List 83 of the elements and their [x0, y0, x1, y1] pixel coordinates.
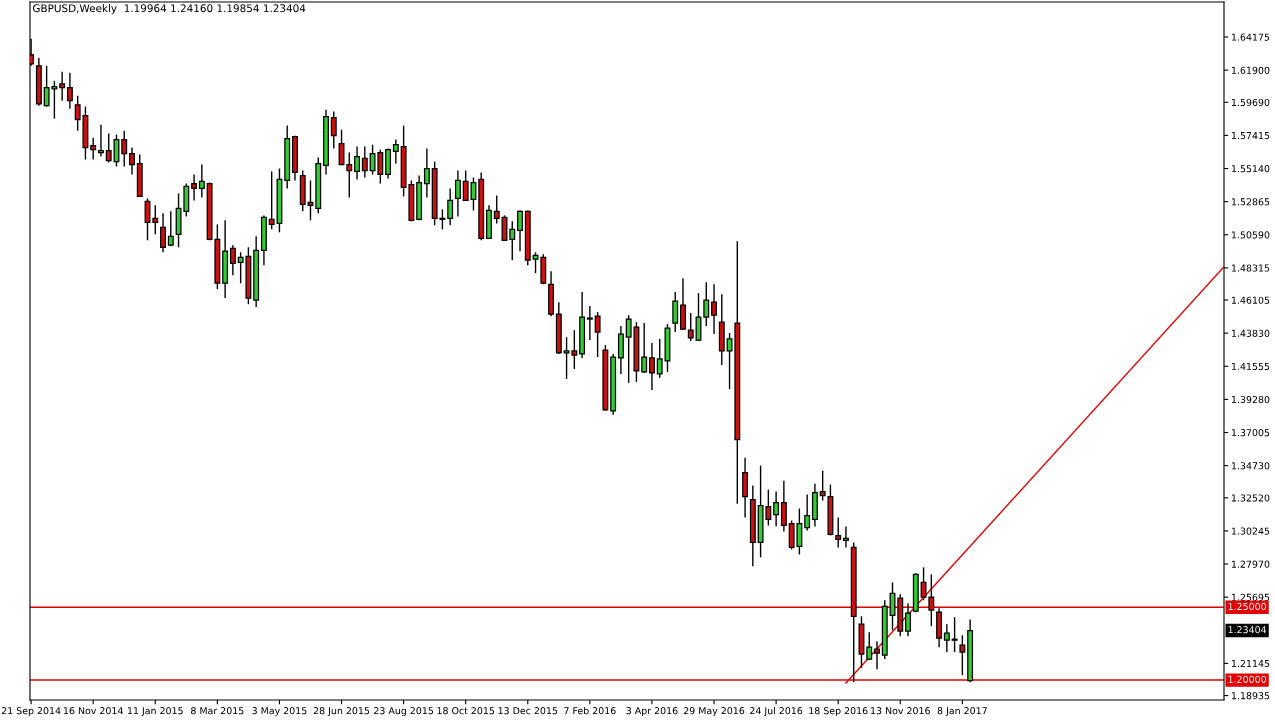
y-tick-label: 1.34730	[1231, 462, 1270, 470]
candlestick	[509, 220, 516, 261]
candlestick	[594, 311, 601, 358]
candlestick	[152, 204, 159, 236]
candlestick	[586, 305, 593, 341]
candlestick	[361, 145, 368, 179]
candlestick	[447, 187, 454, 226]
candlestick	[951, 616, 958, 653]
candlestick	[703, 281, 710, 327]
y-tick-label: 1.27970	[1231, 560, 1270, 568]
y-tick-label: 1.61900	[1231, 66, 1270, 74]
candlestick	[97, 124, 104, 158]
text: 1.23404	[1228, 626, 1267, 634]
x-tick-label: 29 May 2016	[683, 707, 745, 717]
candlestick	[943, 623, 950, 653]
x-tick-label: 13 Dec 2015	[498, 707, 558, 715]
x-tick-label: 23 Aug 2015	[374, 707, 434, 717]
x-tick-label: 28 Jun 2015	[313, 707, 370, 717]
y-tick-label: 1.52865	[1231, 198, 1270, 206]
candlestick	[129, 146, 135, 176]
candlestick	[617, 325, 624, 375]
x-tick-label: 3 May 2015	[252, 707, 307, 717]
candlestick	[843, 525, 849, 549]
x-tick-label: 8 Jan 2017	[937, 707, 987, 717]
x-tick-label: 11 Jan 2015	[128, 707, 183, 717]
candlestick	[866, 631, 873, 661]
candlestick	[229, 244, 236, 276]
y-tick-label: 1.59690	[1231, 98, 1270, 107]
x-tick-label: 7 Feb 2016	[564, 706, 616, 715]
candlestick	[392, 138, 399, 165]
y-tick-label: 1.25695	[1231, 593, 1270, 601]
candlestick	[648, 342, 655, 391]
chart-title: GBPUSD,Weekly 1.19964 1.24160 1.19854 1.23404	[32, 4, 306, 15]
candlestick	[780, 479, 787, 533]
y-tick-label: 1.37005	[1231, 429, 1270, 437]
ref-line-label: 1.25000	[1228, 602, 1267, 611]
y-tick-label: 1.18935	[1231, 692, 1270, 700]
x-tick-label: 18 Oct 2015	[437, 707, 495, 715]
x-tick-label: 3 Apr 2016	[626, 707, 678, 717]
candlestick	[121, 129, 128, 168]
candlestick	[773, 490, 780, 528]
candlestick	[835, 516, 842, 549]
x-tick-label: 8 Mar 2015	[191, 707, 244, 715]
y-tick-label: 1.30245	[1231, 527, 1270, 535]
candlestick	[90, 136, 97, 161]
candlestick	[517, 209, 523, 252]
ref-line-label: 1.20000	[1228, 675, 1267, 683]
y-tick-label: 1.41555	[1231, 362, 1270, 371]
y-tick-label: 1.43830	[1231, 329, 1270, 337]
y-tick-label: 1.55140	[1231, 165, 1270, 173]
x-tick-label: 21 Sep 2014	[1, 707, 61, 717]
candlestick	[493, 194, 500, 225]
candlestick	[191, 173, 198, 202]
candlestick	[330, 110, 337, 150]
y-tick-label: 1.46105	[1231, 296, 1270, 304]
candlestick	[874, 640, 880, 670]
candlestick	[711, 283, 717, 335]
y-tick-label: 1.48315	[1231, 264, 1270, 272]
candlestick	[167, 210, 174, 247]
x-tick-label: 13 Nov 2016	[871, 707, 930, 715]
x-tick-label: 18 Sep 2016	[809, 707, 868, 717]
candlestick	[641, 322, 648, 374]
candlestick	[672, 291, 679, 333]
y-tick-label: 1.21145	[1231, 659, 1270, 668]
candlestick	[423, 147, 430, 199]
candlestick	[454, 169, 461, 218]
candlestick	[959, 634, 966, 676]
candlestick	[687, 312, 694, 342]
x-tick-label: 24 Jul 2016	[750, 706, 803, 717]
candlestick	[905, 602, 911, 637]
y-tick-label: 1.64175	[1231, 33, 1270, 41]
y-tick-label: 1.32520	[1231, 494, 1270, 502]
candlestick	[198, 163, 205, 199]
y-tick-label: 1.39280	[1231, 395, 1270, 404]
x-tick-label: 16 Nov 2014	[63, 707, 123, 715]
candlestick	[66, 72, 73, 110]
candlestick	[819, 469, 826, 502]
candlestick	[160, 212, 166, 253]
candlestick	[354, 145, 361, 181]
y-tick-label: 1.57415	[1231, 132, 1270, 140]
y-tick-label: 1.50590	[1231, 231, 1270, 239]
candlestick	[59, 71, 66, 102]
candlestick	[804, 493, 811, 532]
